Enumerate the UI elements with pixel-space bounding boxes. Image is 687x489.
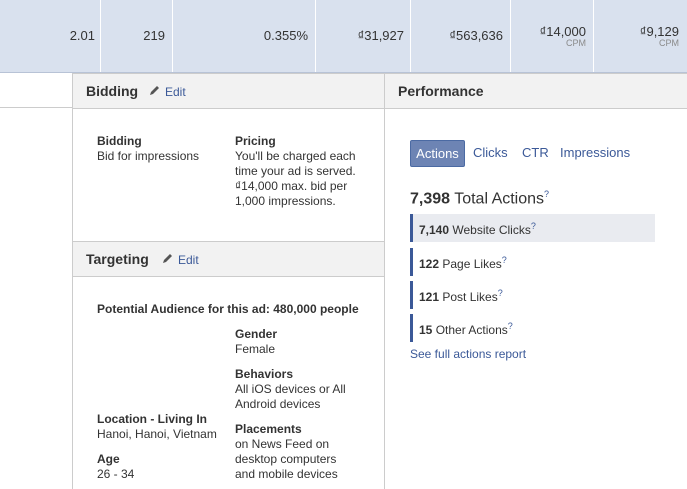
value: and mobile devices [235, 467, 338, 481]
section-title: Targeting [86, 251, 149, 267]
action-row: 122 Page Likes? [410, 248, 655, 276]
value: Female [235, 342, 276, 356]
label: Gender [235, 327, 278, 341]
action-row: 7,140 Website Clicks? [410, 214, 655, 242]
value: ₫14,000 max. bid per [235, 179, 348, 193]
help[interactable]: ? [501, 255, 507, 265]
metric: 0.355% [263, 28, 308, 43]
metric-unit: CPM [659, 38, 679, 48]
border [72, 73, 73, 489]
separator [593, 0, 594, 72]
performance-header: Performance [385, 73, 687, 109]
help[interactable]: ? [544, 189, 550, 199]
metric-unit: CPM [566, 38, 586, 48]
label: Bidding [97, 134, 142, 148]
help[interactable]: ? [530, 221, 536, 231]
value: time your ad is served. [235, 164, 356, 178]
metrics-row [0, 0, 687, 73]
targeting-header: Targeting Edit [73, 241, 384, 277]
label: Post Likes [442, 290, 498, 304]
label: Page Likes [442, 257, 502, 271]
value: Android devices [235, 397, 321, 411]
edit-link[interactable]: Edit [178, 253, 199, 267]
border [0, 107, 72, 108]
separator [172, 0, 173, 72]
action-row: 121 Post Likes? [410, 281, 655, 309]
metric: ₫14,000 [539, 24, 586, 39]
report-link[interactable]: See full actions report [410, 347, 527, 361]
pencil-icon[interactable] [162, 253, 173, 264]
tab[interactable]: CTR [522, 145, 549, 160]
audience: Potential Audience for this ad: 480,000 … [97, 302, 359, 316]
count: 15 [419, 323, 433, 337]
metric: 2.01 [69, 28, 95, 43]
bidding-header: Bidding Edit [73, 73, 384, 109]
border [384, 73, 385, 489]
label: Website Clicks [452, 223, 531, 237]
value: All iOS devices or All [235, 382, 346, 396]
pencil-icon[interactable] [149, 85, 160, 96]
label: Age [97, 452, 120, 466]
count: 122 [419, 257, 440, 271]
section-title: Bidding [86, 83, 139, 99]
action-row: 15 Other Actions? [410, 314, 655, 342]
value: You'll be charged each [235, 149, 356, 163]
edit-link[interactable]: Edit [165, 85, 186, 99]
metric: 219 [143, 28, 165, 43]
tab[interactable]: Impressions [560, 145, 631, 160]
separator [510, 0, 511, 72]
separator [410, 0, 411, 72]
label: Location - Living In [97, 412, 207, 426]
separator [315, 0, 316, 72]
count: 121 [419, 290, 440, 304]
value: desktop computers [235, 452, 337, 466]
tab-active[interactable]: Actions [410, 140, 465, 167]
metric: ₫9,129 [639, 24, 679, 39]
value: on News Feed on [235, 437, 330, 451]
value: 26 - 34 [97, 467, 135, 481]
help[interactable]: ? [497, 288, 503, 298]
total: 7,398 Total Actions? [410, 189, 549, 208]
value: Hanoi, Hanoi, Vietnam [97, 427, 217, 441]
total-count: 7,398 [410, 190, 451, 208]
section-title: Performance [398, 83, 484, 99]
separator [100, 0, 101, 72]
total-label: Total Actions [454, 190, 545, 208]
label: Behaviors [235, 367, 294, 381]
count: 7,140 [419, 223, 450, 237]
metric: ₫31,927 [357, 28, 404, 43]
label: Pricing [235, 134, 276, 148]
help[interactable]: ? [507, 321, 513, 331]
label: Placements [235, 422, 302, 436]
label: Other Actions [435, 323, 508, 337]
value: Bid for impressions [97, 149, 200, 163]
tab[interactable]: Clicks [473, 145, 508, 160]
value: 1,000 impressions. [235, 194, 336, 208]
metric: ₫563,636 [449, 28, 503, 43]
